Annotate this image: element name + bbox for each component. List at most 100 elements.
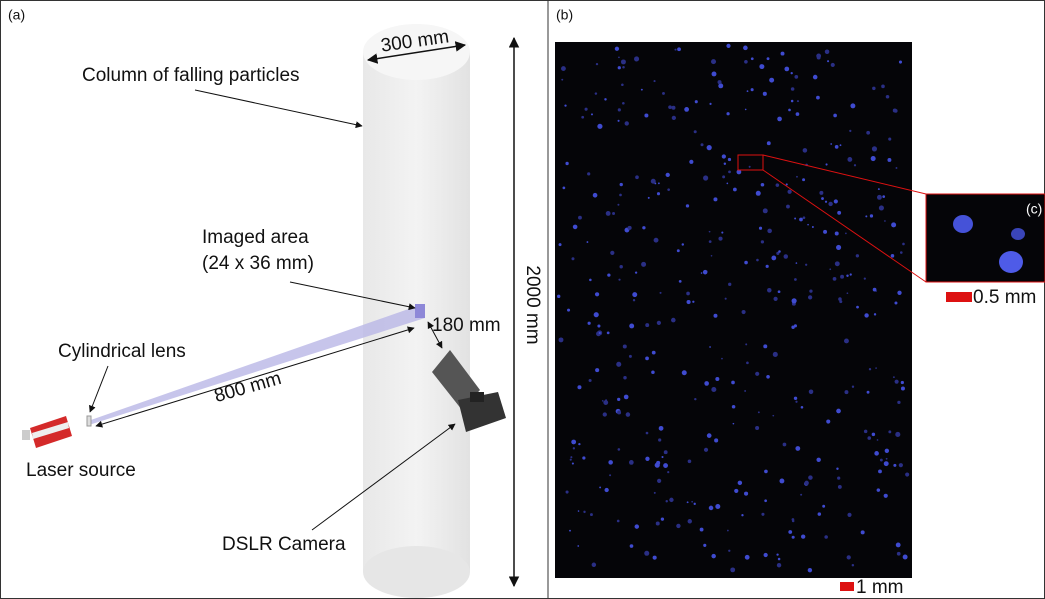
particle [604,98,606,100]
column-height: 2000 mm [522,265,543,344]
particle [867,391,870,394]
particle [896,543,901,548]
particle [593,193,598,198]
particle [581,116,584,119]
particle [688,519,692,523]
figure: (a) 300 mm Column of falling particles 2… [0,0,1045,599]
particle [617,410,621,414]
particle [772,415,774,417]
particle [578,216,582,220]
lens-label: Cylindrical lens [58,341,186,362]
particle [856,254,859,257]
particle [844,390,848,394]
panel-label: (c) [1026,201,1042,217]
particle [711,255,713,257]
scale-bar [840,582,854,591]
particle [711,554,715,558]
particle [872,146,877,151]
particle [622,66,625,69]
imaged-area-label: Imaged area [202,227,309,248]
particle [713,197,717,201]
particle [573,447,575,449]
particle [612,212,615,215]
scale-bar [946,292,972,302]
particle [682,370,687,375]
particle [844,339,849,344]
particle [878,469,882,473]
particle [615,47,619,51]
particle [712,72,717,77]
particle [901,381,904,384]
particle [881,85,885,89]
particle [557,295,560,298]
particle [726,183,728,185]
particle [704,448,708,452]
particle [603,412,607,416]
particle [900,251,903,254]
particle [599,486,601,488]
particle [784,67,789,72]
particle [706,270,708,272]
particle [786,205,790,209]
particle [596,63,598,65]
particle [884,494,888,498]
particle [657,479,661,483]
particle [788,530,792,534]
imaged-area [415,304,425,318]
particle [587,172,590,175]
particle [864,278,866,280]
particle [899,60,902,63]
particle [689,160,693,164]
particle [756,259,759,262]
particle [635,175,639,179]
particle [877,439,879,441]
particle [849,130,851,132]
particle [713,314,717,318]
particle [721,232,723,234]
particle [724,163,726,165]
particle [873,288,877,292]
particle [823,230,827,234]
particle [893,108,897,112]
particle [617,204,619,206]
particle [886,95,890,99]
particle [804,481,808,485]
particle [595,292,599,296]
particle [565,162,568,165]
particle [567,309,570,312]
particle [725,298,727,300]
particle [738,481,742,485]
particle [577,545,579,547]
particle [743,46,748,51]
particle [761,183,765,187]
particle [645,357,649,361]
particle [809,289,812,292]
particle [654,238,659,243]
particle [634,56,639,61]
particle [796,112,800,116]
particle [609,474,611,476]
particle [839,300,842,303]
particle [630,544,634,548]
particle [578,510,580,512]
particle [769,78,774,83]
particle [715,504,720,509]
particle [677,249,680,252]
particle [852,564,854,566]
particle [872,87,875,90]
particle [588,322,591,325]
particle [571,257,574,260]
particle [894,301,897,304]
particle [773,297,777,301]
particle [836,245,841,250]
particle [687,501,689,503]
particle [763,92,767,96]
particle [648,197,650,199]
particle [664,450,668,454]
particle [758,411,760,413]
particle [635,271,637,273]
particle [884,220,886,222]
particle [803,148,808,153]
particle [571,440,576,445]
particle [745,555,750,560]
